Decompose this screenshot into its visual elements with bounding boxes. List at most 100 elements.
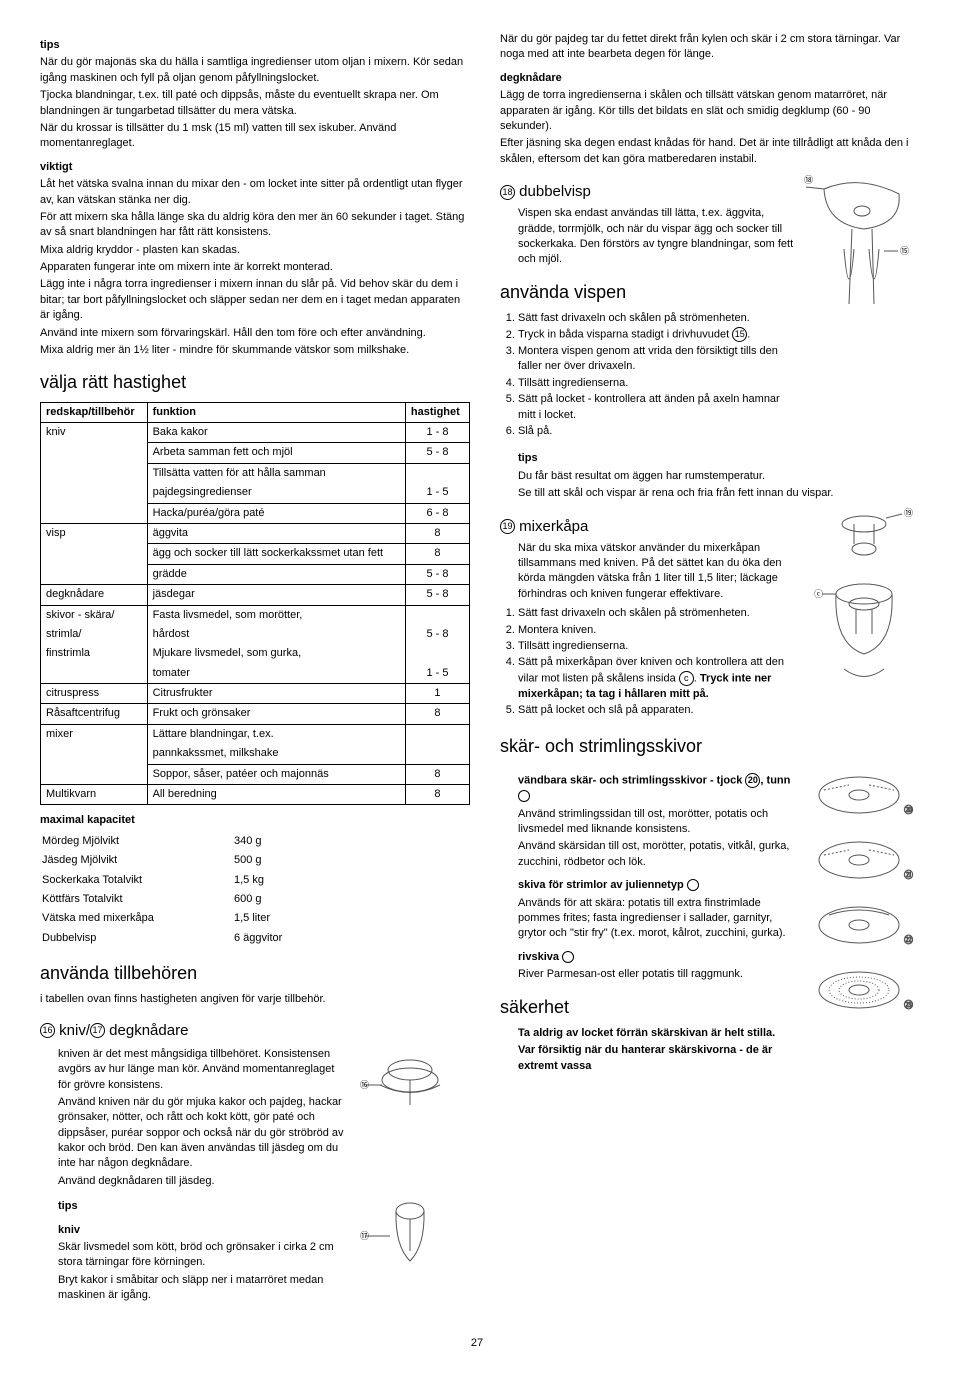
cell: Tillsätta vatten för att hålla samman: [147, 463, 405, 483]
degkn-p2: Efter jäsning ska degen endast knådas fö…: [500, 136, 914, 167]
visp-step-3: Montera vispen genom att vrida den försi…: [518, 344, 794, 375]
svg-text:⑲: ⑲: [904, 508, 913, 518]
cell: jäsdegar: [147, 585, 405, 605]
mixerkapa-heading: 19 mixerkåpa: [500, 516, 794, 537]
ref-22-icon: [687, 879, 699, 891]
cell: 1 - 5: [405, 664, 469, 684]
degkn-p1: Lägg de torra ingredienserna i skålen oc…: [500, 88, 914, 134]
cell: mixer: [41, 724, 148, 784]
cell: 8: [405, 704, 469, 724]
svg-text:⑳: ⑳: [904, 805, 913, 815]
ref-c-icon: c: [679, 671, 694, 686]
mixk-step-5: Sätt på locket och slå på apparaten.: [518, 703, 794, 718]
cap-label: Vätska med mixerkåpa: [42, 910, 232, 927]
ref-17-icon: 17: [90, 1023, 105, 1038]
cap-label: Dubbelvisp: [42, 930, 232, 947]
viktigt-p5: Lägg inte i några torra ingredienser i m…: [40, 277, 470, 323]
cell: [41, 664, 148, 684]
tips-p2: Tjocka blandningar, t.ex. till paté och …: [40, 88, 470, 119]
rivskiva-p: River Parmesan-ost eller potatis till ra…: [500, 967, 794, 982]
visptips-p1: Du får bäst resultat om äggen har rumste…: [500, 469, 914, 484]
mixk-step-4: Sätt på mixerkåpan över kniven och kontr…: [518, 655, 794, 702]
cell: Citrusfrukter: [147, 684, 405, 704]
svg-text:⑱: ⑱: [804, 175, 813, 185]
julienne-heading: skiva för strimlor av juliennetyp: [500, 878, 794, 893]
viktigt-p6: Använd inte mixern som förvaringskärl. H…: [40, 326, 470, 341]
cell: 5 - 8: [405, 625, 469, 644]
cell: Soppor, såser, patéer och majonnäs: [147, 764, 405, 784]
cell: [405, 605, 469, 625]
cell: ägg och socker till lätt sockerkakssmet …: [147, 544, 405, 564]
cell: Baka kakor: [147, 423, 405, 443]
cell: pajdegsingredienser: [147, 483, 405, 503]
cell: 1 - 8: [405, 423, 469, 443]
cell: [405, 463, 469, 483]
visptips-heading: tips: [500, 451, 914, 466]
cell: 1: [405, 684, 469, 704]
tips-p3: När du krossar is tillsätter du 1 msk (1…: [40, 121, 470, 152]
cell: Mjukare livsmedel, som gurka,: [147, 644, 405, 663]
cap-label: Mördeg Mjölvikt: [42, 833, 232, 850]
viktigt-p2: För att mixern ska hålla länge ska du al…: [40, 210, 470, 241]
cell: [405, 744, 469, 764]
rivskiva-heading: rivskiva: [500, 950, 794, 965]
visp-step-1: Sätt fast drivaxeln och skålen på ströme…: [518, 311, 794, 326]
cap-val: 600 g: [234, 891, 282, 908]
visp-step-6: Slå på.: [518, 424, 794, 439]
ref-23-icon: [562, 951, 574, 963]
cell: 8: [405, 785, 469, 805]
th-redskap: redskap/tillbehör: [41, 402, 148, 422]
svg-text:㉑: ㉑: [904, 870, 913, 880]
dubbel-p: Vispen ska endast användas till lätta, t…: [500, 206, 794, 268]
dubbelvisp-heading: 18 dubbelvisp: [500, 181, 794, 202]
cell: skivor - skära/: [41, 605, 148, 625]
ref-16-icon: 16: [40, 1023, 55, 1038]
mixk-steps: Sätt fast drivaxeln och skålen på ströme…: [500, 606, 794, 718]
viktigt-p3: Mixa aldrig kryddor - plasten kan skadas…: [40, 243, 470, 258]
vand-p2: Använd skärsidan till ost, morötter, pot…: [500, 839, 794, 870]
ref-20-icon: 20: [745, 773, 760, 788]
cell: tomater: [147, 664, 405, 684]
cell: 1 - 5: [405, 483, 469, 503]
mixerkapa-figure: ⑲ ⓒ: [804, 504, 914, 694]
cell: 5 - 8: [405, 564, 469, 584]
maxkap-heading: maximal kapacitet: [40, 813, 470, 828]
sakerhet-p1: Ta aldrig av locket förrän skärskivan är…: [500, 1026, 794, 1041]
cell: All beredning: [147, 785, 405, 805]
kniv-heading: 16 kniv/17 degknådare: [40, 1020, 470, 1041]
cell: grädde: [147, 564, 405, 584]
visp-steps: Sätt fast drivaxeln och skålen på ströme…: [500, 311, 794, 440]
svg-text:㉒: ㉒: [904, 935, 913, 945]
visp-step-2: Tryck in båda visparna stadigt i drivhuv…: [518, 327, 794, 343]
ref-18-icon: 18: [500, 185, 515, 200]
cell: strimla/: [41, 625, 148, 644]
mixk-step-3: Tillsätt ingredienserna.: [518, 639, 794, 654]
visp-step-4: Tillsätt ingredienserna.: [518, 376, 794, 391]
mixk-p: När du ska mixa vätskor använder du mixe…: [500, 541, 794, 603]
ref-21-icon: [518, 790, 530, 802]
blade-figure: ⑯: [360, 1045, 470, 1140]
cell-deg: degknådare: [41, 585, 148, 605]
th-funktion: funktion: [147, 402, 405, 422]
cell: Hacka/puréa/göra paté: [147, 503, 405, 523]
tipskniv-p2: Bryt kakor i småbitar och släpp ner i ma…: [40, 1273, 350, 1304]
cap-val: 340 g: [234, 833, 282, 850]
cell: 6 - 8: [405, 503, 469, 523]
mixk-step-2: Montera kniven.: [518, 623, 794, 638]
cell: Lättare blandningar, t.ex.: [147, 724, 405, 744]
hastighet-heading: välja rätt hastighet: [40, 370, 470, 395]
cell: Råsaftcentrifug: [41, 704, 148, 724]
tipskniv-p1: Skär livsmedel som kött, bröd och grönsa…: [40, 1240, 350, 1271]
cell: Multikvarn: [41, 785, 148, 805]
ref-15-icon: 15: [732, 327, 747, 342]
svg-text:ⓒ: ⓒ: [814, 589, 823, 599]
cap-label: Sockerkaka Totalvikt: [42, 872, 232, 889]
svg-text:⑰: ⑰: [360, 1231, 369, 1241]
tillbehor-heading: använda tillbehören: [40, 961, 470, 986]
svg-text:㉓: ㉓: [904, 1000, 913, 1010]
kniv-p2: Använd kniven när du gör mjuka kakor och…: [40, 1095, 350, 1172]
viktigt-p7: Mixa aldrig mer än 1½ liter - mindre för…: [40, 343, 470, 358]
dough-figure: ⑰: [360, 1191, 470, 1286]
sakerhet-p2: Var försiktig när du hanterar skärskivor…: [500, 1043, 794, 1074]
cap-label: Köttfärs Totalvikt: [42, 891, 232, 908]
